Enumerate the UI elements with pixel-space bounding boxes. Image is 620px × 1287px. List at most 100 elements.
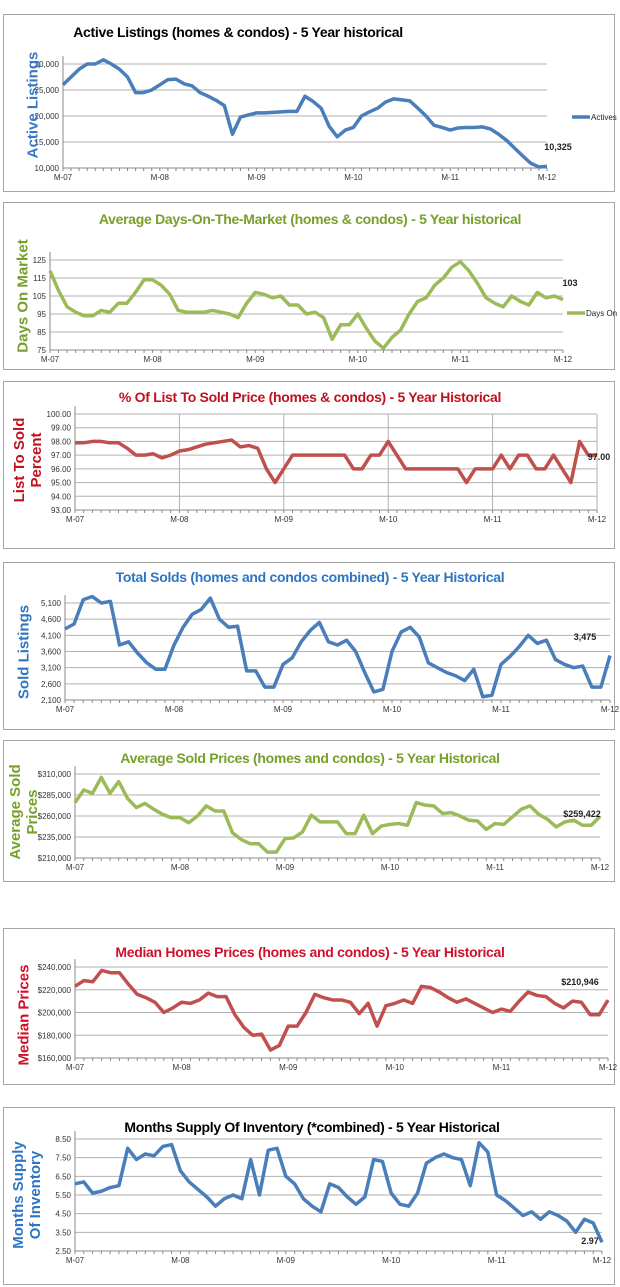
y-tick-label: 8.50	[55, 1135, 71, 1144]
x-tick-label: M-11	[441, 173, 459, 182]
y-axis-label: List To Sold Percent	[11, 417, 45, 503]
chart: $160,000 $180,000 $200,000 $220,000 $240,000…	[38, 959, 618, 1072]
chart-title: Average Days-On-The-Market (homes & cond…	[98, 211, 522, 227]
x-tick-label: M-09	[277, 1256, 296, 1265]
series-line	[73, 775, 602, 854]
y-axis-label: Average Sold Prices	[7, 764, 41, 860]
x-tick-label: M-11	[452, 355, 470, 364]
series-line	[61, 58, 548, 169]
y-tick-label: 4,600	[41, 615, 62, 624]
y-tick-label: 5,100	[41, 599, 62, 608]
y-tick-label: 3,600	[41, 648, 62, 657]
x-tick-label: M-10	[349, 355, 368, 364]
y-tick-label: 10,000	[35, 164, 60, 173]
series-line	[75, 438, 597, 485]
y-tick-label: 30,000	[35, 60, 60, 69]
y-tick-label: 75	[37, 346, 46, 355]
chart: 93.00 94.00 95.00 96.00 97.00 98.00 99.00 100.0…	[47, 406, 611, 524]
chart-title: Median Homes Prices (homes and condos) -…	[115, 944, 505, 960]
y-tick-label: 93.00	[51, 506, 72, 515]
chart-panel	[3, 202, 615, 370]
y-tick-label: 4.50	[55, 1210, 71, 1219]
x-tick-label: M-12	[588, 515, 607, 524]
x-tick-label: M-12	[601, 705, 620, 714]
legend-label: Days On	[586, 309, 617, 318]
y-tick-label: 2.50	[55, 1247, 71, 1256]
chart-panel	[3, 14, 615, 192]
x-tick-label: M-09	[246, 355, 265, 364]
x-tick-label: M-11	[493, 1063, 511, 1072]
x-tick-label: M-07	[41, 355, 60, 364]
chart: 10,000 15,000 20,000 25,000 30,000 M-07 M-08 M-…	[35, 56, 617, 182]
x-tick-label: M-12	[599, 1063, 618, 1072]
x-tick-label: M-12	[593, 1256, 612, 1265]
y-axis-label: Months Supply Of Inventory	[10, 1141, 44, 1249]
x-tick-label: M-07	[66, 863, 85, 872]
chart: 75 85 95 105 115 125 M-07 M-08 M-09 M-10 M-11 M-12 1…	[33, 252, 617, 364]
series-line	[74, 968, 610, 1052]
chart: 2,100 2,600 3,100 3,600 4,100 4,600 5,100 M-07 M…	[41, 594, 620, 714]
x-tick-label: M-09	[279, 1063, 298, 1072]
y-axis-label: Sold Listings	[15, 604, 33, 700]
x-tick-label: M-07	[54, 173, 73, 182]
x-tick-label: M-11	[492, 705, 510, 714]
y-tick-label: $220,000	[38, 986, 72, 995]
x-tick-label: M-09	[275, 515, 294, 524]
y-tick-label: 2,600	[41, 680, 62, 689]
y-axis-label: Median Prices	[15, 964, 33, 1066]
y-axis-label: Days On Market	[14, 239, 32, 353]
series-line	[48, 260, 564, 350]
chart: 2.50 3.50 4.50 5.50 6.50 7.50 8.50 M-07 M-08 M-09…	[55, 1131, 612, 1265]
chart-title: Active Listings (homes & condos) - 5 Yea…	[73, 24, 403, 40]
y-tick-label: $285,000	[38, 791, 72, 800]
y-tick-label: 95.00	[51, 479, 72, 488]
x-tick-label: M-07	[66, 515, 85, 524]
x-tick-label: M-08	[171, 863, 190, 872]
y-tick-label: 3.50	[55, 1228, 71, 1237]
chart-panel	[3, 562, 615, 730]
y-tick-label: $240,000	[38, 963, 72, 972]
y-tick-label: 85	[37, 328, 46, 337]
x-tick-label: M-07	[66, 1256, 85, 1265]
x-tick-label: M-09	[276, 863, 295, 872]
y-tick-label: 15,000	[35, 138, 60, 147]
series-line	[64, 594, 612, 699]
y-tick-label: 125	[33, 256, 47, 265]
x-tick-label: M-08	[151, 173, 170, 182]
chart-title: Months Supply Of Inventory (*combined) -…	[124, 1119, 500, 1135]
x-tick-label: M-09	[274, 705, 293, 714]
legend-label: Actives	[591, 113, 617, 122]
chart-panel	[3, 1107, 615, 1285]
chart: $210,000 $235,000 $260,000 $285,000 $310,000…	[38, 766, 610, 872]
x-tick-label: M-10	[386, 1063, 405, 1072]
x-tick-label: M-08	[165, 705, 184, 714]
x-tick-label: M-10	[379, 515, 398, 524]
y-tick-label: 4,100	[41, 631, 62, 640]
y-tick-label: $210,000	[38, 854, 72, 863]
y-tick-label: 94.00	[51, 492, 72, 501]
x-tick-label: M-10	[382, 1256, 401, 1265]
y-tick-label: $310,000	[38, 770, 72, 779]
y-tick-label: 7.50	[55, 1154, 71, 1163]
x-tick-label: M-11	[486, 863, 504, 872]
y-tick-label: $260,000	[38, 812, 72, 821]
last-value-label: 97.00	[588, 452, 611, 462]
last-value-label: $210,946	[561, 977, 599, 987]
legend: Days On	[567, 309, 617, 318]
y-tick-label: 20,000	[35, 112, 60, 121]
y-tick-label: 100.00	[47, 410, 72, 419]
y-tick-label: 5.50	[55, 1191, 71, 1200]
x-tick-label: M-12	[554, 355, 573, 364]
last-value-label: 3,475	[574, 632, 597, 642]
chart-title: % Of List To Sold Price (homes & condos)…	[118, 389, 502, 405]
x-tick-label: M-12	[591, 863, 610, 872]
last-value-label: 10,325	[544, 142, 572, 152]
x-tick-label: M-09	[247, 173, 266, 182]
last-value-label: $259,422	[563, 809, 601, 819]
y-tick-label: 97.00	[51, 451, 72, 460]
y-tick-label: 115	[33, 274, 46, 283]
last-value-label: 103	[562, 278, 577, 288]
x-tick-label: M-08	[143, 355, 162, 364]
y-tick-label: $160,000	[38, 1054, 72, 1063]
y-tick-label: $180,000	[38, 1031, 72, 1040]
